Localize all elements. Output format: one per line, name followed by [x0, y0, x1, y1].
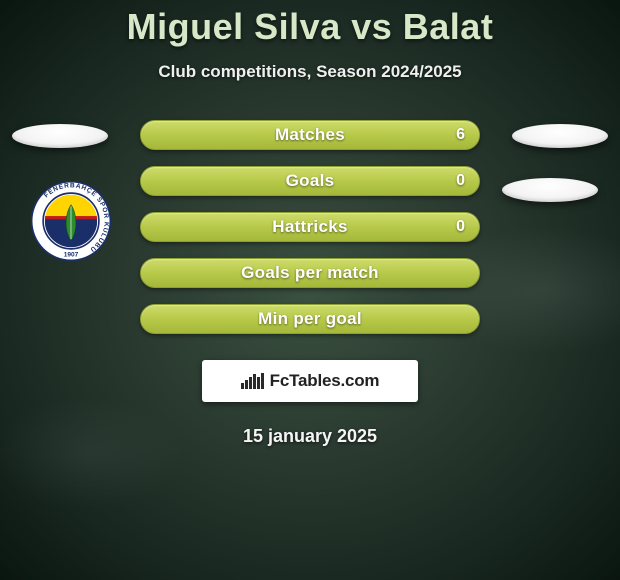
- page-title: Miguel Silva vs Balat: [127, 6, 494, 48]
- stat-row: Goals per match: [140, 258, 480, 288]
- stat-row: Matches 6: [140, 120, 480, 150]
- subtitle: Club competitions, Season 2024/2025: [158, 62, 461, 82]
- crest-year: 1907: [64, 251, 79, 258]
- player-slot-right-2: [502, 178, 598, 202]
- stat-label: Goals per match: [241, 263, 379, 283]
- brand-text: FcTables.com: [270, 371, 380, 391]
- stat-label: Matches: [275, 125, 345, 145]
- player-slot-left: [12, 124, 108, 148]
- date: 15 january 2025: [243, 426, 377, 447]
- stat-label: Goals: [286, 171, 335, 191]
- stat-row: Min per goal: [140, 304, 480, 334]
- chart-icon: [241, 373, 264, 389]
- stat-row: Hattricks 0: [140, 212, 480, 242]
- stat-value-right: 0: [456, 172, 465, 190]
- brand-link[interactable]: FcTables.com: [202, 360, 418, 402]
- player-slot-right-1: [512, 124, 608, 148]
- stat-value-right: 0: [456, 218, 465, 236]
- stat-value-right: 6: [456, 126, 465, 144]
- club-crest: FENERBAHÇE SPOR KULÜBÜ 1907: [30, 180, 112, 262]
- stat-label: Min per goal: [258, 309, 362, 329]
- stat-label: Hattricks: [272, 217, 347, 237]
- content: Miguel Silva vs Balat Club competitions,…: [0, 0, 620, 580]
- stat-row: Goals 0: [140, 166, 480, 196]
- stats-rows: Matches 6 Goals 0 Hattricks 0 Goals per match M…: [140, 120, 480, 334]
